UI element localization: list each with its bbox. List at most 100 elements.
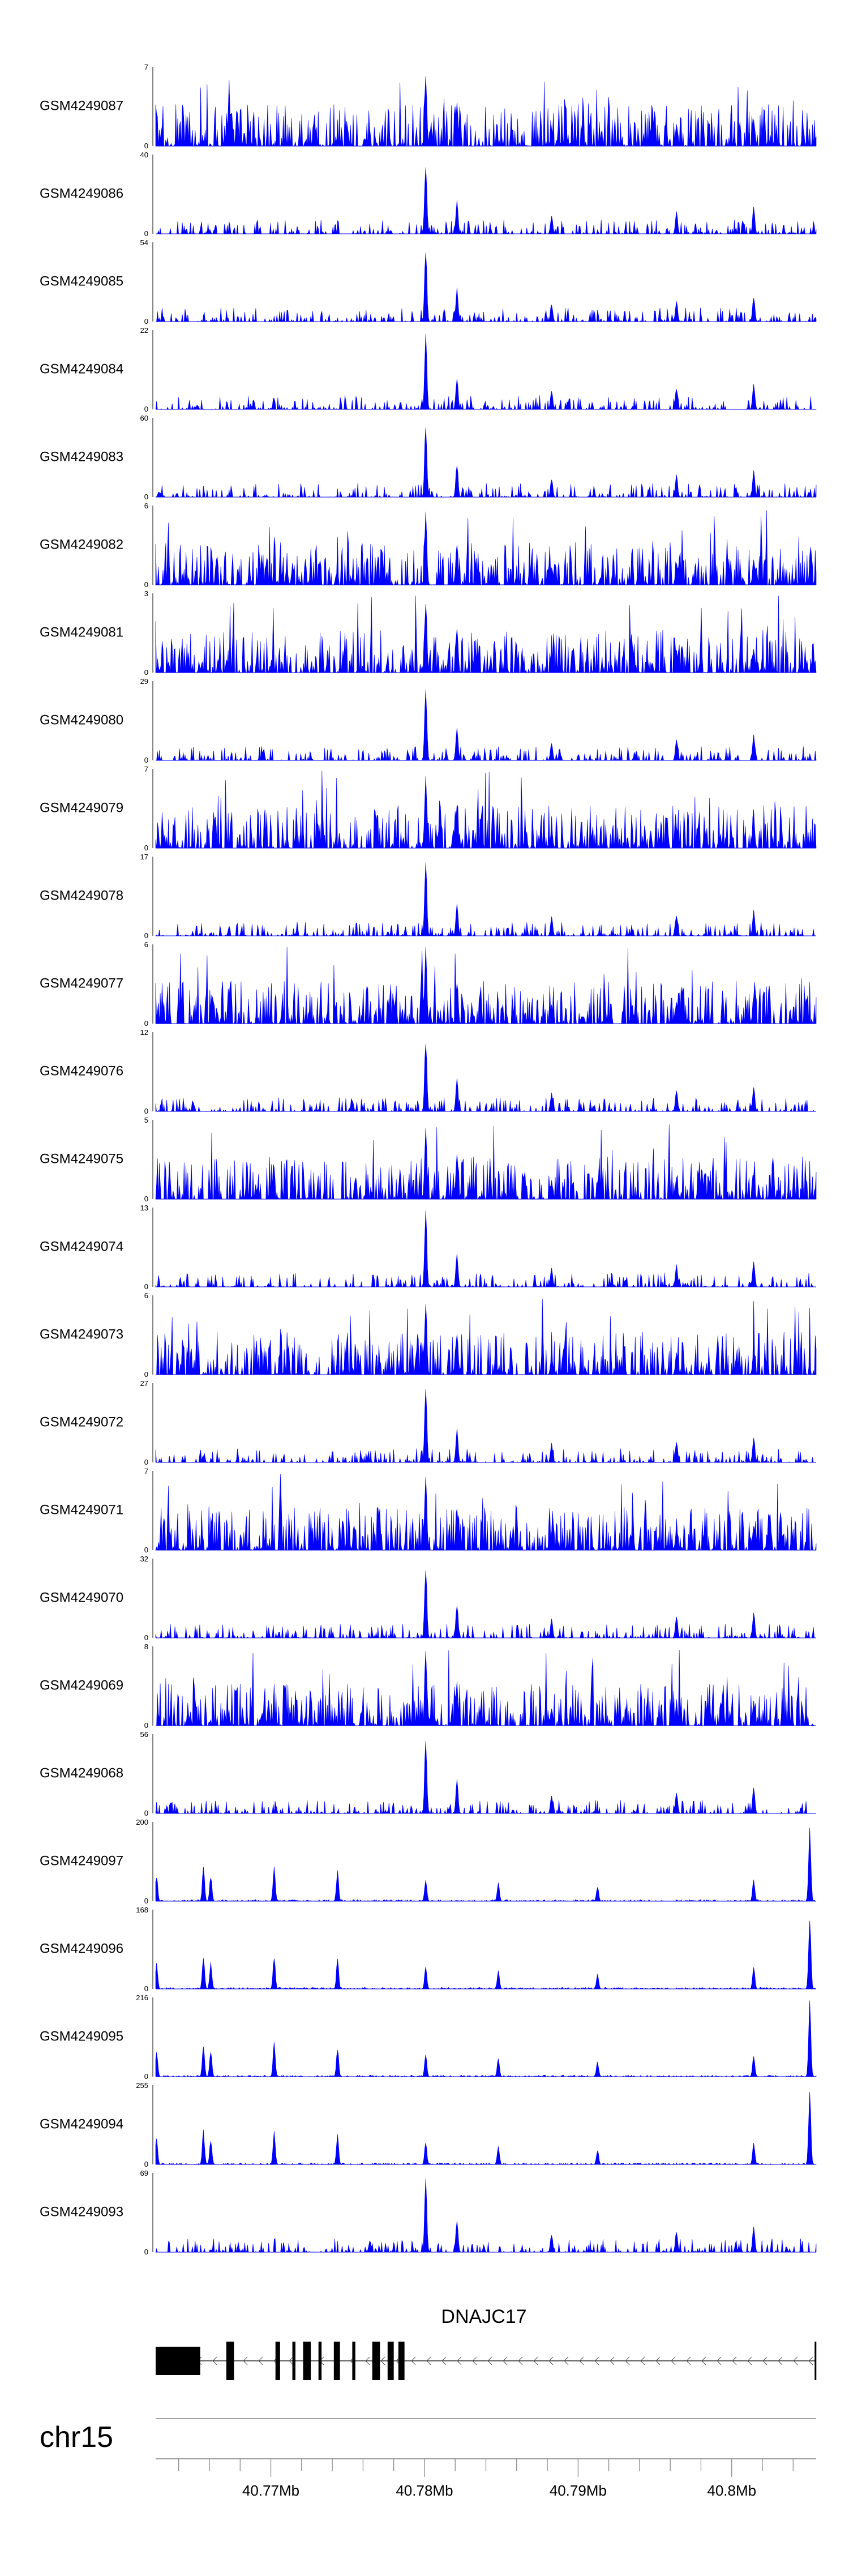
strand-arrow [212,2356,217,2365]
signal-area [155,2000,817,2077]
exon [292,2342,295,2380]
track-label: GSM4249069 [40,1678,123,1693]
track-GSM4249084: GSM4249084 22 0 [40,326,817,413]
track-GSM4249081: GSM4249081 3 0 [40,589,817,677]
strand-arrow [411,2356,416,2365]
strand-arrow [365,2356,370,2365]
genome-axis: chr15 40.77Mb 40.78Mb 40.79Mb 40.8Mb [40,2418,816,2499]
strand-arrow [762,2356,767,2365]
exon [275,2342,280,2380]
ymin-label: 0 [144,1721,148,1730]
signal-area [155,1570,816,1639]
strand-arrow [594,2356,599,2365]
ymax-label: 7 [144,63,148,71]
tick-label: 40.77Mb [242,2482,299,2499]
ymax-label: 54 [140,238,148,247]
track-label: GSM4249081 [40,625,123,640]
signal-area [155,596,817,674]
tick-label: 40.8Mb [707,2482,756,2499]
track-label: GSM4249094 [40,2117,123,2132]
ymax-label: 200 [136,1818,148,1826]
ymin-label: 0 [144,844,148,852]
ymax-label: 5 [144,1116,148,1124]
exon [303,2342,311,2380]
gene-label: DNAJC17 [441,2306,526,2327]
strand-arrow [701,2356,706,2365]
track-GSM4249095: GSM4249095 216 0 [40,1993,817,2081]
track-label: GSM4249076 [40,1064,123,1079]
ymax-label: 6 [144,940,148,949]
strand-arrow [655,2356,661,2365]
strand-arrow [793,2356,798,2365]
track-label: GSM4249087 [40,99,123,114]
signal-area [155,947,817,1025]
track-GSM4249069: GSM4249069 8 0 [40,1642,816,1730]
strand-arrow [686,2356,691,2365]
strand-arrow [671,2356,676,2365]
ymin-label: 0 [144,1107,148,1115]
ymax-label: 40 [140,151,148,159]
track-label: GSM4249086 [40,186,123,202]
ymin-label: 0 [144,1458,148,1466]
track-label: GSM4249077 [40,976,123,991]
signal-area [155,862,816,937]
track-GSM4249094: GSM4249094 255 0 [40,2081,817,2168]
ymax-label: 17 [140,853,148,861]
strand-arrow [564,2356,569,2365]
strand-arrow [747,2356,752,2365]
ymax-label: 60 [140,414,148,422]
tick-label: 40.79Mb [550,2482,607,2499]
signal-area [155,427,817,498]
signal-area [156,690,817,761]
track-label: GSM4249085 [40,274,123,289]
ymin-label: 0 [144,580,148,589]
track-label: GSM4249082 [40,537,123,553]
signal-tracks: GSM424908770GSM4249086400GSM4249085540GS… [40,63,817,2256]
strand-arrow [732,2356,737,2365]
exon [398,2342,405,2380]
ymin-label: 0 [144,405,148,413]
ymax-label: 6 [144,1291,148,1300]
strand-arrow [610,2356,615,2365]
strand-arrow [579,2356,584,2365]
chromosome-label: chr15 [40,2421,113,2454]
track-GSM4249096: GSM4249096 168 0 [40,1906,817,1993]
track-GSM4249078: GSM4249078 17 0 [40,853,816,940]
strand-arrow [457,2356,462,2365]
ymin-label: 0 [144,2072,148,2081]
track-label: GSM4249071 [40,1503,123,1518]
ymax-label: 6 [144,502,148,510]
strand-arrow [808,2356,813,2365]
ymin-label: 0 [144,931,148,940]
strand-arrow [289,2356,294,2365]
track-GSM4249073: GSM4249073 6 0 [40,1291,817,1379]
signal-area [155,1827,816,1902]
signal-area [156,167,817,235]
track-GSM4249079: GSM4249079 7 0 [40,765,817,852]
ymax-label: 29 [140,677,148,686]
track-GSM4249086: GSM4249086 40 0 [40,151,817,238]
track-GSM4249071: GSM4249071 7 0 [40,1467,817,1554]
ymax-label: 7 [144,1467,148,1475]
track-GSM4249076: GSM4249076 12 0 [40,1028,816,1115]
track-GSM4249068: GSM4249068 56 0 [40,1730,816,1817]
signal-area [155,333,817,410]
strand-arrow [548,2356,554,2365]
track-label: GSM4249070 [40,1590,123,1606]
strand-arrow [518,2356,523,2365]
ymin-label: 0 [144,668,148,677]
track-label: GSM4249074 [40,1239,123,1255]
strand-arrow [625,2356,630,2365]
ymax-label: 13 [140,1204,148,1212]
strand-arrow [441,2356,447,2365]
track-label: GSM4249093 [40,2205,123,2220]
track-label: GSM4249072 [40,1415,123,1430]
strand-arrow [380,2356,385,2365]
track-label: GSM4249097 [40,1854,123,1869]
ymin-label: 0 [144,1370,148,1379]
track-GSM4249077: GSM4249077 6 0 [40,940,817,1028]
signal-area [155,1474,817,1551]
ymax-label: 69 [140,2169,148,2177]
strand-arrow [717,2356,722,2365]
